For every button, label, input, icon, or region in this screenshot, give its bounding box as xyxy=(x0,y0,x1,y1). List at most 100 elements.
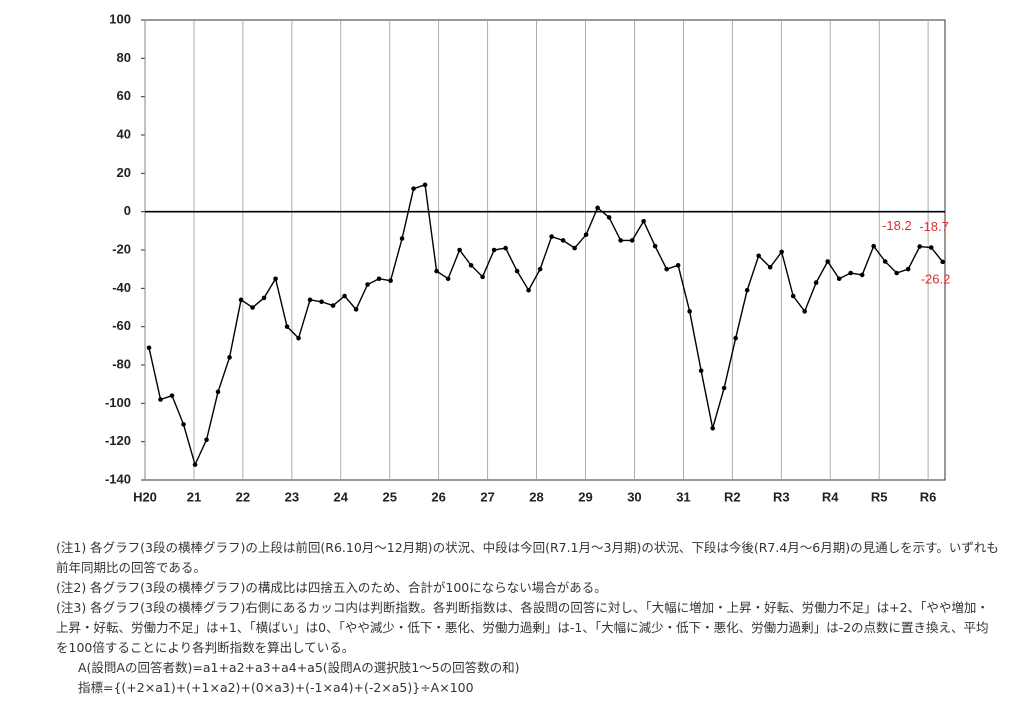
data-point xyxy=(790,293,796,299)
data-point xyxy=(376,276,382,282)
data-point xyxy=(595,205,600,211)
data-point xyxy=(365,282,370,287)
data-point xyxy=(779,249,784,255)
x-tick-label: R5 xyxy=(871,489,888,504)
data-point xyxy=(273,276,278,282)
plot-area xyxy=(144,19,946,481)
data-point xyxy=(204,437,209,443)
data-point xyxy=(411,186,416,191)
data-point xyxy=(307,297,313,303)
data-point xyxy=(491,247,497,253)
y-tick-label: 40 xyxy=(117,126,131,141)
data-point xyxy=(422,182,428,188)
data-point xyxy=(848,270,853,276)
data-label: -18.2 xyxy=(882,218,912,233)
y-tick-label: 80 xyxy=(117,50,131,65)
data-point xyxy=(687,309,692,314)
data-point xyxy=(836,276,842,282)
data-point xyxy=(583,232,589,237)
data-point xyxy=(192,462,198,467)
x-tick-label: R4 xyxy=(822,489,839,504)
data-point xyxy=(146,345,152,351)
data-point xyxy=(181,422,186,427)
data-point xyxy=(445,276,451,282)
data-point xyxy=(468,263,474,268)
data-point xyxy=(227,355,232,360)
data-point xyxy=(767,264,773,270)
data-point xyxy=(342,293,347,299)
x-tick-label: 29 xyxy=(578,489,592,504)
data-point xyxy=(537,266,543,272)
data-point xyxy=(480,274,485,280)
data-point xyxy=(158,397,163,402)
data-point xyxy=(284,324,290,329)
y-tick-label: 0 xyxy=(124,203,131,218)
data-point xyxy=(618,238,623,243)
notes: (注1) 各グラフ(3段の横棒グラフ)の上段は前回(R6.10月〜12月期)の状… xyxy=(56,538,1001,698)
y-tick-label: -80 xyxy=(112,356,131,371)
data-point xyxy=(434,268,439,274)
x-tick-label: R6 xyxy=(920,489,937,504)
data-point xyxy=(514,268,520,274)
data-point xyxy=(457,247,462,253)
data-point xyxy=(905,266,911,272)
note: (注3) 各グラフ(3段の横棒グラフ)右側にあるカッコ内は判断指数。各判断指数は… xyxy=(56,600,989,655)
data-line xyxy=(148,183,944,467)
data-point xyxy=(319,299,324,305)
data-point xyxy=(330,303,336,308)
x-tick-label: R3 xyxy=(773,489,790,504)
data-point xyxy=(802,309,807,314)
data-point xyxy=(721,385,727,391)
x-tick-label: 25 xyxy=(383,489,397,504)
data-point xyxy=(894,270,899,276)
data-point xyxy=(882,259,888,264)
x-tick-label: 23 xyxy=(285,489,299,504)
data-point xyxy=(871,243,876,249)
data-point xyxy=(399,236,405,241)
note: 指標={(+2×a1)+(+1×a2)+(0×a3)+(-1×a4)+(-2×a… xyxy=(78,680,474,695)
data-point xyxy=(250,305,255,310)
data-point xyxy=(664,266,669,272)
data-label: -26.2 xyxy=(921,271,951,286)
y-tick-label: -140 xyxy=(105,471,131,486)
data-label: -18.7 xyxy=(919,219,949,234)
y-tick-label: -120 xyxy=(105,433,131,448)
data-point xyxy=(756,253,761,259)
data-point xyxy=(940,259,945,265)
data-point xyxy=(296,335,301,341)
x-tick-label: 30 xyxy=(627,489,641,504)
x-tick-label: 24 xyxy=(334,489,349,504)
y-tick-label: -40 xyxy=(112,280,131,295)
note: (注2) 各グラフ(3段の横棒グラフ)の構成比は四捨五入のため、合計が100にな… xyxy=(56,580,607,595)
data-point xyxy=(238,297,244,303)
data-point xyxy=(710,425,715,431)
y-tick-label: 100 xyxy=(109,11,131,26)
data-point xyxy=(629,238,635,243)
data-point xyxy=(859,272,865,278)
x-tick-label: 21 xyxy=(187,489,201,504)
x-tick-label: 31 xyxy=(676,489,690,504)
data-point xyxy=(652,243,658,249)
note: (注1) 各グラフ(3段の横棒グラフ)の上段は前回(R6.10月〜12月期)の状… xyxy=(56,540,999,575)
x-tick-label: R2 xyxy=(724,489,741,504)
y-tick-label: 20 xyxy=(117,165,131,180)
data-point xyxy=(641,218,646,224)
x-tick-label: 28 xyxy=(529,489,543,504)
data-point xyxy=(698,368,704,374)
x-tick-label: H20 xyxy=(133,489,157,504)
note: A(設問Aの回答者数)=a1+a2+a3+a4+a5(設問Aの選択肢1〜5の回答… xyxy=(78,660,520,675)
data-point xyxy=(215,389,221,395)
data-point xyxy=(606,215,612,220)
data-point xyxy=(928,245,934,250)
data-point xyxy=(261,295,267,301)
x-tick-label: 27 xyxy=(480,489,494,504)
x-tick-label: 26 xyxy=(431,489,445,504)
data-point xyxy=(388,278,393,283)
x-tick-label: 22 xyxy=(236,489,250,504)
data-point xyxy=(733,335,738,341)
y-tick-label: -100 xyxy=(105,395,131,410)
data-point xyxy=(503,245,508,251)
y-tick-label: 60 xyxy=(117,88,131,103)
data-point xyxy=(744,287,750,293)
